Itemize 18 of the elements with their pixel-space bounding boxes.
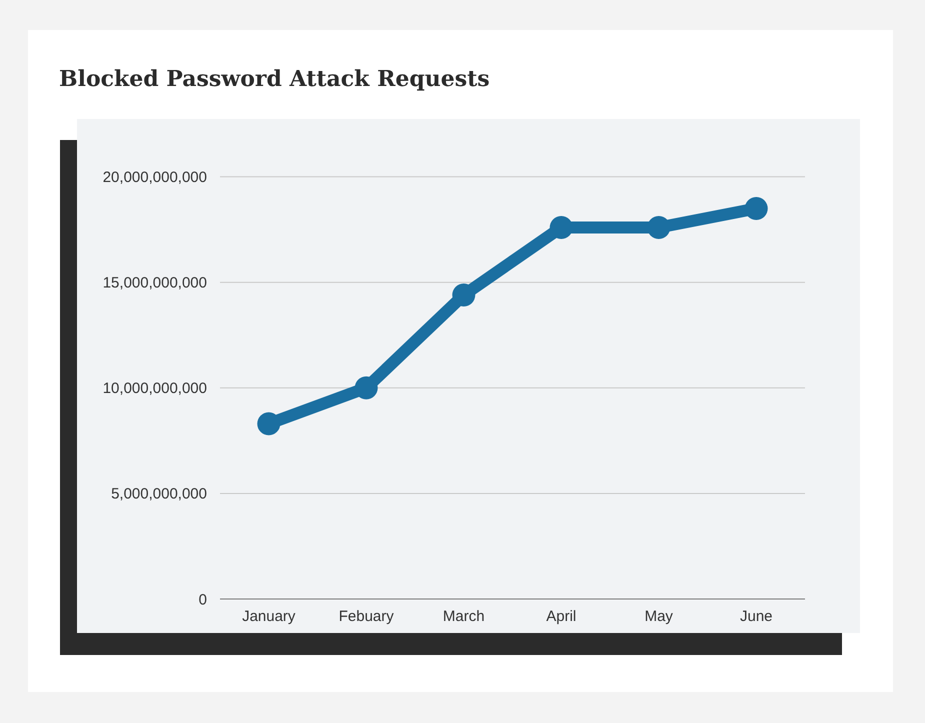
x-tick-label: January — [242, 608, 296, 625]
point — [744, 196, 768, 220]
x-tick-label: April — [546, 608, 576, 625]
point — [452, 284, 476, 307]
point — [257, 412, 280, 436]
y-tick-label: 5,000,000,000 — [111, 486, 207, 503]
y-tick-label: 20,000,000,000 — [102, 169, 207, 186]
y-tick-label: 0 — [198, 591, 207, 608]
point — [550, 216, 573, 239]
x-tick-label: June — [740, 608, 773, 625]
point — [647, 216, 670, 239]
x-tick-label: Febuary — [338, 608, 394, 625]
point — [354, 376, 378, 400]
chart-title: Blocked Password Attack Requests — [59, 66, 490, 92]
x-tick-label: May — [644, 608, 674, 625]
y-tick-label: 10,000,000,000 — [102, 380, 207, 398]
x-tick-label: March — [442, 608, 485, 625]
y-tick-label: 15,000,000,000 — [102, 274, 207, 292]
